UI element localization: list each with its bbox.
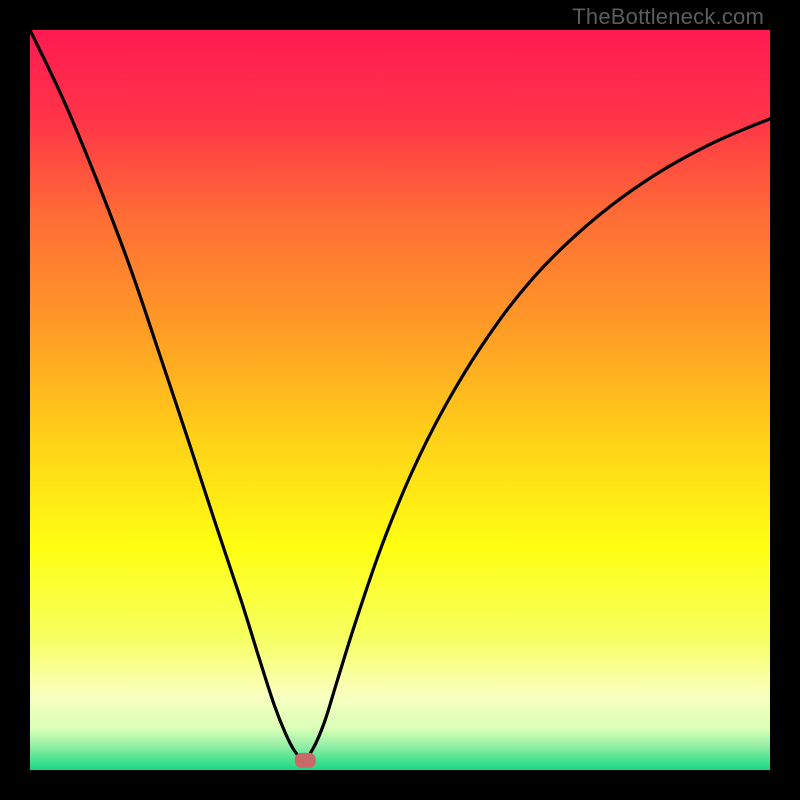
border-bottom <box>0 770 800 800</box>
curve-layer <box>30 30 770 770</box>
chart-frame: TheBottleneck.com <box>0 0 800 800</box>
border-left <box>0 0 30 800</box>
bottleneck-curve <box>30 30 770 759</box>
plot-area <box>30 30 770 770</box>
optimal-marker <box>295 753 315 767</box>
watermark-text: TheBottleneck.com <box>572 4 764 30</box>
border-right <box>770 0 800 800</box>
